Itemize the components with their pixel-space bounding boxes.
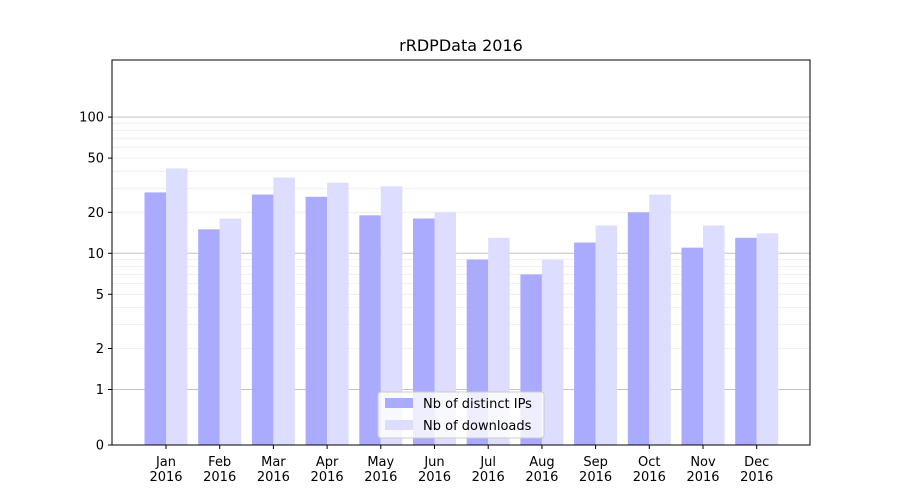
y-tick-label: 20 (87, 206, 104, 221)
y-tick-label: 0 (96, 439, 104, 454)
bar-downloads-aug (541, 259, 564, 445)
legend-label-downloads: Nb of downloads (423, 419, 532, 434)
legend-box (377, 391, 545, 439)
bar-distinct-ips-dec (735, 237, 757, 445)
bar-downloads-dec (756, 233, 779, 445)
bar-distinct-ips-sep (574, 242, 596, 445)
x-tick-label: Jan 2016 (149, 455, 182, 485)
y-tick-label: 1 (96, 383, 104, 398)
bar-distinct-ips-may (359, 215, 381, 445)
x-tick-label: Mar 2016 (257, 455, 290, 485)
y-tick-label: 5 (96, 288, 104, 303)
bar-downloads-apr (327, 182, 349, 445)
x-axis: Jan 2016 Feb 2016 Mar 2016 Apr 2016 May 2016 Jun 20… (149, 445, 773, 485)
bars (144, 168, 779, 446)
plot-frame (111, 59, 811, 446)
x-tick-label: Aug 2016 (525, 455, 558, 485)
bar-distinct-ips-apr (305, 196, 328, 445)
bar-downloads-sep (595, 225, 618, 445)
bar-downloads-may (380, 186, 403, 446)
bar-distinct-ips-nov (681, 247, 703, 445)
bar-distinct-ips-jun (413, 218, 435, 445)
x-tick-label: Dec 2016 (740, 455, 773, 485)
bar-downloads-oct (649, 194, 671, 445)
bar-downloads-mar (273, 177, 295, 445)
bar-downloads-nov (703, 225, 725, 445)
x-tick-label: Jun 2016 (418, 455, 451, 485)
chart-title: rRDPData 2016 (399, 36, 523, 55)
x-tick-label: Jul 2016 (472, 455, 505, 485)
legend: Nb of distinct IPs Nb of downloads (377, 391, 545, 439)
y-axis: 0 1 2 5 10 20 50 100 (79, 111, 112, 454)
bar-distinct-ips-oct (627, 212, 650, 445)
legend-label-distinct-ips: Nb of distinct IPs (423, 397, 532, 412)
bar-downloads-jan (166, 168, 188, 445)
bar-distinct-ips-jan (144, 192, 166, 445)
x-tick-label: Oct 2016 (633, 455, 666, 485)
bar-downloads-jun (434, 212, 456, 445)
y-tick-label: 10 (87, 247, 104, 262)
legend-swatch-downloads (385, 420, 413, 430)
y-tick-label: 50 (87, 152, 104, 167)
x-tick-label: Nov 2016 (686, 455, 719, 485)
bar-downloads-feb (219, 218, 242, 445)
x-tick-label: May 2016 (364, 455, 397, 485)
bar-distinct-ips-feb (198, 229, 220, 445)
y-tick-label: 2 (96, 342, 104, 357)
legend-swatch-distinct-ips (385, 398, 413, 408)
x-tick-label: Feb 2016 (203, 455, 236, 485)
x-tick-label: Apr 2016 (311, 455, 344, 485)
y-tick-label: 100 (79, 111, 104, 126)
x-tick-label: Sep 2016 (579, 455, 612, 485)
bar-distinct-ips-mar (251, 194, 274, 445)
